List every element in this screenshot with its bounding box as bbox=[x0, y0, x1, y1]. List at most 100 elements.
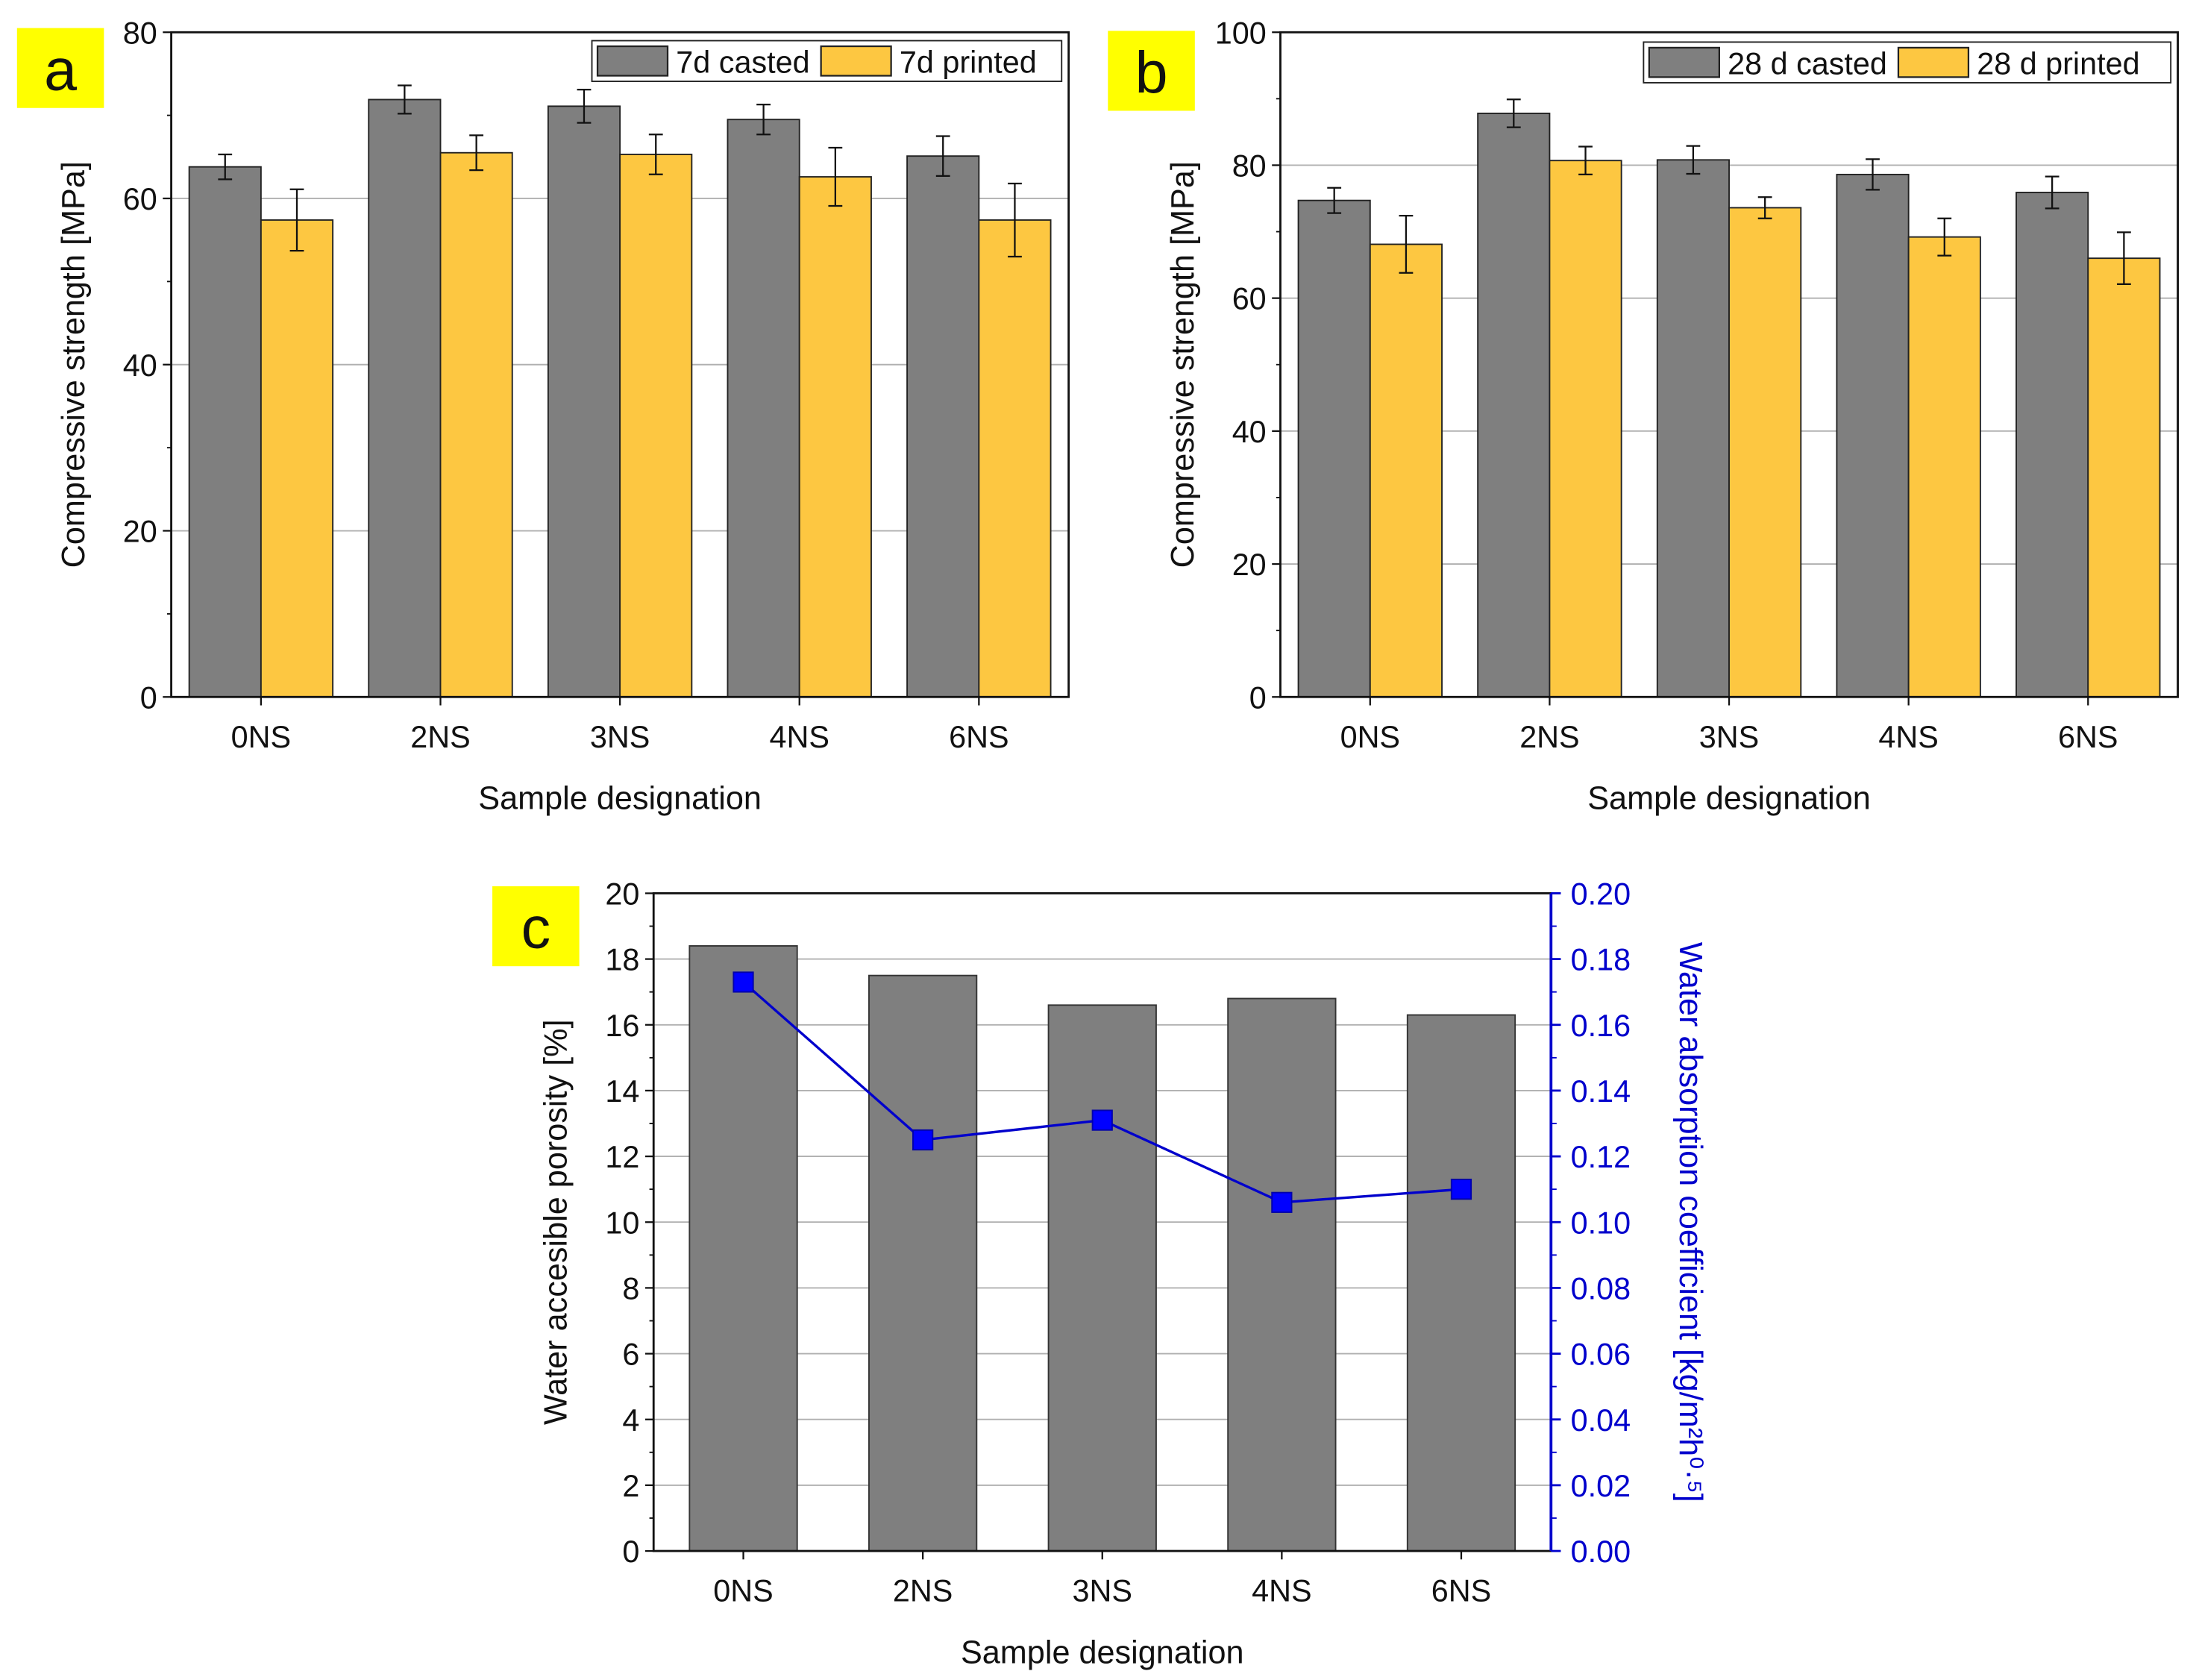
right-y-tick-label: 0.08 bbox=[1571, 1271, 1631, 1306]
legend-label: 7d casted bbox=[676, 46, 809, 80]
legend-label: 28 d casted bbox=[1728, 47, 1887, 81]
panel-c-chart: 0 2 4 6 8 10 12 14 16 18 20 0NS 2NS 3NS 4NS 6NS Sample d… bbox=[492, 877, 1708, 1670]
y-axis-title: Water accesible porosity [%] bbox=[539, 1019, 574, 1425]
bar-28-d-printed-6NS bbox=[2087, 257, 2161, 698]
right-y-axis-title: Water absorption coefficient [kg/m²h⁰·⁵] bbox=[1672, 942, 1708, 1502]
y-tick-label: 60 bbox=[123, 182, 157, 216]
panel-a-chart: 0 20 40 60 80 0NS 2NS 3NS 4NS 6NS Sample designati… bbox=[16, 16, 1070, 817]
x-tick-label: 4NS bbox=[770, 720, 829, 754]
bar-28-d-casted-3NS bbox=[1656, 159, 1730, 698]
x-axis-title: Sample designation bbox=[478, 781, 762, 817]
right-y-tick-label: 0.06 bbox=[1571, 1338, 1631, 1372]
absorption-point-2NS bbox=[912, 1129, 934, 1151]
bar-28-d-printed-4NS bbox=[1907, 236, 1981, 698]
y-tick-label: 14 bbox=[605, 1074, 639, 1109]
porosity-bar-4NS bbox=[1227, 997, 1337, 1552]
x-tick-label: 2NS bbox=[410, 720, 470, 754]
y-axis-title: Compressive strength [MPa] bbox=[1165, 161, 1201, 568]
y-tick-label: 8 bbox=[622, 1271, 639, 1306]
panel-label-box bbox=[16, 28, 104, 108]
panel-label-box bbox=[1108, 31, 1195, 111]
right-y-tick-label: 0.16 bbox=[1571, 1009, 1631, 1043]
bar-7d-printed-6NS bbox=[978, 219, 1052, 698]
y-tick-label: 0 bbox=[1249, 680, 1267, 715]
panel-label-box bbox=[492, 886, 580, 967]
legend-swatch bbox=[1897, 46, 1970, 78]
porosity-bar-2NS bbox=[868, 974, 978, 1552]
bar-7d-casted-6NS bbox=[906, 155, 980, 698]
x-axis-title: Sample designation bbox=[961, 1634, 1244, 1670]
y-tick-label: 80 bbox=[123, 16, 157, 50]
x-tick-label: 3NS bbox=[590, 720, 650, 754]
x-tick-label: 0NS bbox=[1340, 720, 1400, 754]
panel-label: c bbox=[521, 895, 550, 961]
legend-label: 28 d printed bbox=[1977, 47, 2139, 81]
x-tick-label: 2NS bbox=[893, 1574, 953, 1608]
bar-7d-printed-4NS bbox=[798, 176, 872, 698]
x-tick-label: 6NS bbox=[1431, 1574, 1491, 1608]
y-tick-label: 0 bbox=[140, 680, 157, 715]
y-tick-label: 20 bbox=[123, 515, 157, 549]
y-tick-label: 100 bbox=[1215, 16, 1267, 50]
panel-b-chart: 0 20 40 60 80 100 0NS 2NS 3NS 4NS 6NS Sample design… bbox=[1108, 16, 2179, 817]
bar-28-d-casted-6NS bbox=[2016, 192, 2089, 698]
bar-28-d-printed-0NS bbox=[1369, 243, 1443, 698]
bar-7d-printed-0NS bbox=[260, 219, 334, 698]
panel-label: b bbox=[1135, 40, 1168, 105]
bar-28-d-casted-4NS bbox=[1836, 173, 1910, 698]
legend-swatch bbox=[1648, 46, 1720, 78]
y-tick-label: 18 bbox=[605, 943, 639, 977]
x-tick-label: 0NS bbox=[231, 720, 291, 754]
bar-28-d-casted-0NS bbox=[1297, 199, 1371, 698]
absorption-point-4NS bbox=[1271, 1191, 1293, 1213]
y-tick-label: 16 bbox=[605, 1009, 639, 1043]
plot-frame bbox=[1279, 31, 2179, 698]
bar-7d-printed-3NS bbox=[619, 154, 693, 698]
y-tick-label: 10 bbox=[605, 1206, 639, 1240]
porosity-bar-3NS bbox=[1047, 1004, 1157, 1552]
absorption-point-6NS bbox=[1450, 1179, 1472, 1200]
bar-28-d-casted-2NS bbox=[1477, 113, 1551, 698]
x-tick-label: 2NS bbox=[1519, 720, 1579, 754]
x-tick-label: 4NS bbox=[1252, 1574, 1311, 1608]
right-y-tick-label: 0.18 bbox=[1571, 943, 1631, 977]
x-tick-label: 3NS bbox=[1073, 1574, 1132, 1608]
right-y-tick-label: 0.14 bbox=[1571, 1074, 1631, 1109]
legend-swatch bbox=[596, 45, 669, 77]
legend-label: 7d printed bbox=[900, 46, 1037, 80]
y-tick-label: 40 bbox=[123, 348, 157, 383]
y-axis-title: Compressive strength [MPa] bbox=[56, 161, 92, 568]
legend-swatch bbox=[820, 45, 892, 77]
y-tick-label: 20 bbox=[605, 877, 639, 911]
bar-7d-casted-4NS bbox=[727, 119, 800, 698]
bar-7d-casted-0NS bbox=[188, 166, 262, 698]
right-y-tick-label: 0.02 bbox=[1571, 1469, 1631, 1503]
bar-7d-casted-3NS bbox=[547, 105, 621, 698]
y-tick-label: 4 bbox=[622, 1403, 639, 1438]
bar-7d-printed-2NS bbox=[439, 151, 513, 698]
bar-7d-casted-2NS bbox=[368, 98, 442, 698]
absorption-point-0NS bbox=[733, 971, 754, 993]
x-tick-label: 6NS bbox=[949, 720, 1008, 754]
x-tick-label: 3NS bbox=[1699, 720, 1759, 754]
panel-label: a bbox=[44, 37, 77, 102]
right-y-tick-label: 0.10 bbox=[1571, 1206, 1631, 1240]
bar-28-d-printed-2NS bbox=[1549, 160, 1622, 698]
y-tick-label: 60 bbox=[1232, 282, 1267, 316]
x-tick-label: 0NS bbox=[713, 1574, 773, 1608]
right-y-tick-label: 0.20 bbox=[1571, 877, 1631, 911]
x-tick-label: 6NS bbox=[2058, 720, 2118, 754]
absorption-point-3NS bbox=[1091, 1109, 1113, 1131]
y-tick-label: 0 bbox=[622, 1535, 639, 1569]
y-tick-label: 40 bbox=[1232, 415, 1267, 449]
y-tick-label: 12 bbox=[605, 1140, 639, 1174]
porosity-bar-0NS bbox=[688, 945, 798, 1552]
y-tick-label: 6 bbox=[622, 1338, 639, 1372]
x-tick-label: 4NS bbox=[1878, 720, 1938, 754]
right-y-tick-label: 0.00 bbox=[1571, 1535, 1631, 1569]
x-axis-title: Sample designation bbox=[1587, 781, 1871, 817]
plot-frame bbox=[170, 31, 1070, 698]
porosity-bar-6NS bbox=[1406, 1014, 1516, 1552]
y-tick-label: 80 bbox=[1232, 148, 1267, 183]
